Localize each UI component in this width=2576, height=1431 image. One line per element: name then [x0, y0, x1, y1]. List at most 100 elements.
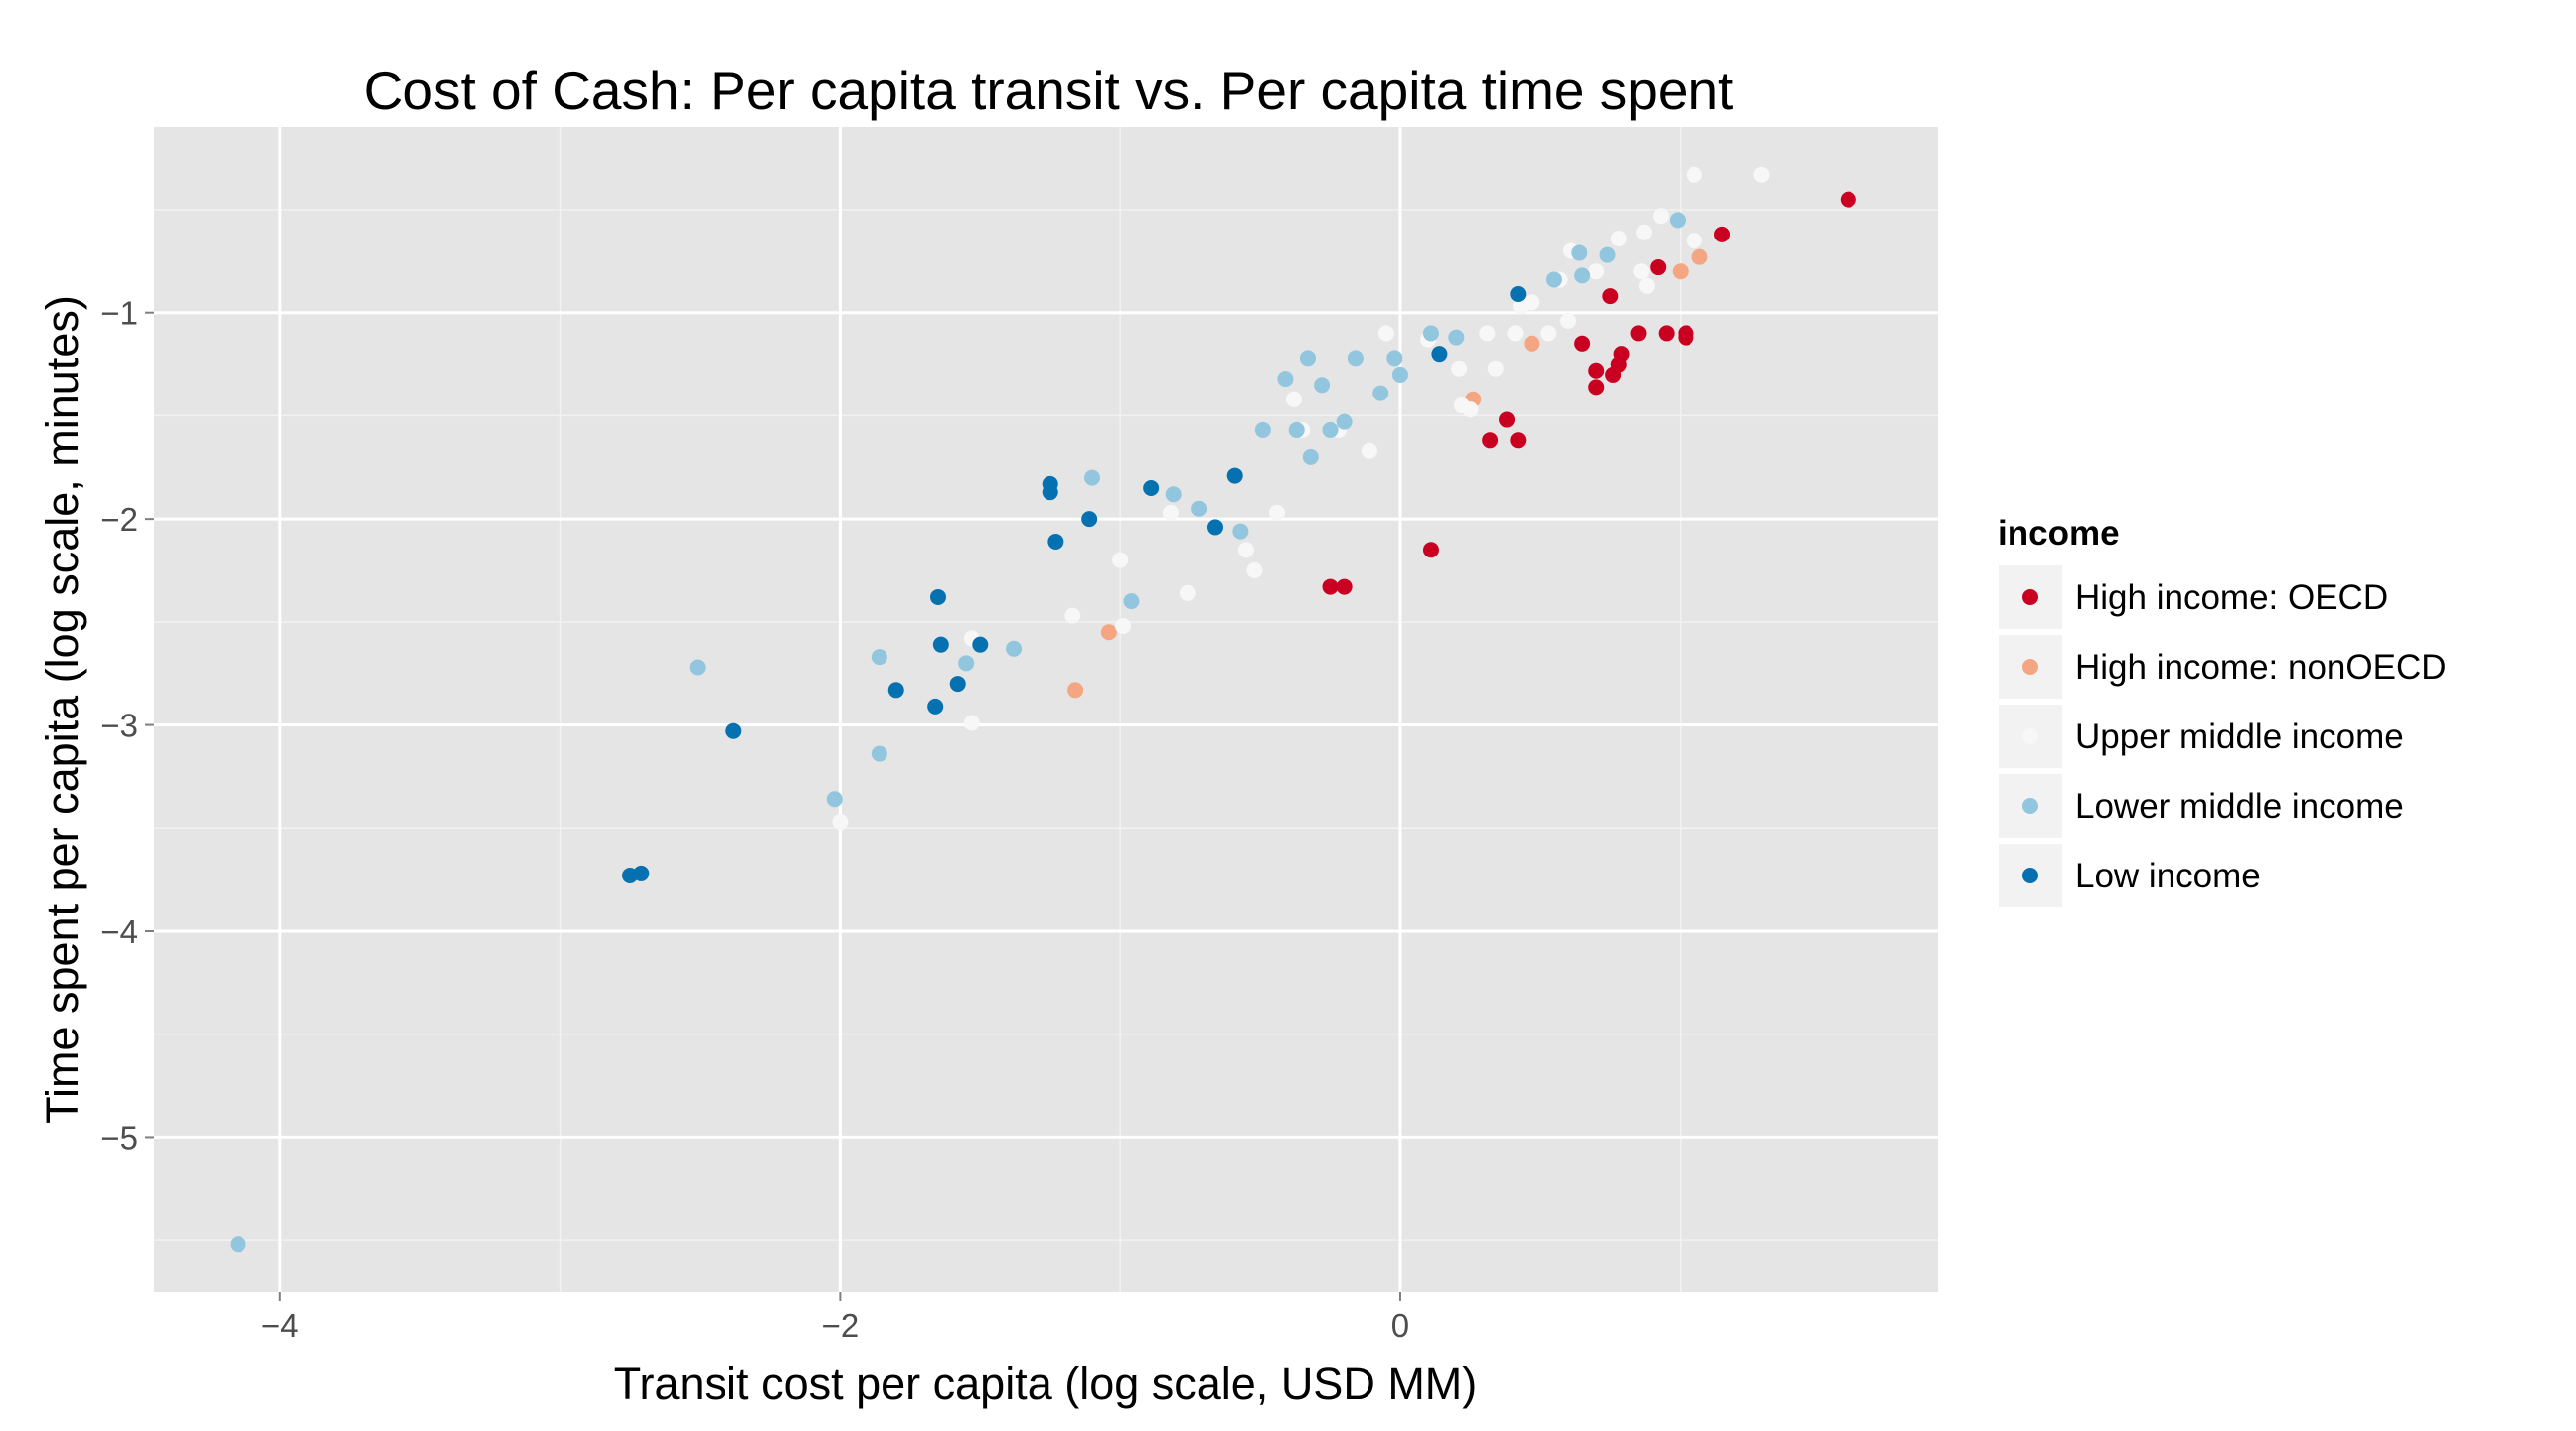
legend-entries: High income: OECD High income: nonOECD Upp…	[1997, 563, 2447, 909]
scatter-point	[1042, 484, 1058, 501]
legend-label: High income: nonOECD	[2075, 648, 2447, 687]
scatter-point	[1006, 640, 1023, 657]
legend: income High income: OECD High income: non…	[1997, 514, 2447, 909]
scatter-point	[1653, 208, 1670, 225]
scatter-point	[1431, 346, 1448, 363]
legend-key	[1997, 842, 2064, 909]
scatter-point	[1067, 682, 1084, 699]
scatter-point	[1422, 542, 1439, 558]
y-axis: −5 −4 −3 −2 −1	[100, 295, 154, 1156]
scatter-point	[1633, 263, 1650, 280]
scatter-point	[1714, 226, 1731, 242]
scatter-point	[725, 722, 742, 739]
scatter-point	[1540, 325, 1557, 342]
scatter-point	[1462, 401, 1479, 418]
scatter-point	[1100, 624, 1117, 641]
x-axis: −4 −2 0	[261, 1292, 1409, 1344]
scatter-point	[1064, 607, 1081, 624]
legend-swatch	[2022, 868, 2038, 883]
scatter-point	[1391, 366, 1408, 383]
scatter-point	[1179, 584, 1196, 601]
scatter-point	[1347, 350, 1364, 367]
scatter-point	[871, 649, 887, 666]
scatter-point	[1207, 519, 1223, 536]
scatter-point	[1083, 469, 1100, 486]
scatter-point	[887, 682, 904, 699]
scatter-point	[1479, 325, 1496, 342]
scatter-point	[1047, 533, 1064, 550]
data-points	[230, 166, 1856, 1253]
scatter-point	[1336, 413, 1353, 430]
scatter-point	[1482, 432, 1499, 449]
x-tick-label: −4	[261, 1307, 299, 1344]
plot-panel	[154, 127, 1938, 1292]
legend-item: High income: OECD	[1997, 563, 2388, 631]
scatter-point	[972, 636, 989, 653]
scatter-point	[1451, 360, 1468, 377]
y-tick-label: −4	[100, 913, 138, 950]
scatter-point	[1588, 362, 1605, 379]
scatter-point	[1112, 552, 1129, 568]
scatter-point	[1302, 448, 1319, 465]
scatter-point	[1574, 267, 1591, 284]
scatter-point	[1510, 432, 1527, 449]
scatter-point	[633, 865, 650, 881]
legend-item: Low income	[1997, 842, 2261, 909]
scatter-point	[1322, 578, 1339, 595]
scatter-point	[1254, 421, 1271, 438]
scatter-point	[1268, 504, 1285, 521]
legend-item: Upper middle income	[1997, 703, 2404, 770]
scatter-point	[1630, 325, 1647, 342]
scatter-point	[1588, 263, 1605, 280]
scatter-point	[1246, 561, 1263, 578]
scatter-point	[1377, 325, 1394, 342]
scatter-point	[1605, 366, 1622, 383]
legend-swatch	[2022, 728, 2038, 744]
legend-swatch	[2022, 589, 2038, 605]
y-tick-label: −3	[100, 708, 138, 744]
scatter-point	[958, 655, 975, 672]
legend-swatch	[2022, 659, 2038, 675]
legend-label: High income: OECD	[2075, 578, 2388, 617]
scatter-point	[1361, 442, 1377, 459]
scatter-point	[1314, 377, 1331, 394]
scatter-point	[1672, 263, 1689, 280]
scatter-point	[1288, 421, 1305, 438]
scatter-point	[1658, 325, 1675, 342]
legend-item: Lower middle income	[1997, 772, 2404, 840]
scatter-point	[1162, 504, 1179, 521]
scatter-point	[1123, 593, 1140, 610]
y-axis-title: Time spent per capita (log scale, minute…	[37, 295, 87, 1124]
scatter-point	[949, 676, 966, 693]
scatter-point	[1524, 335, 1540, 352]
scatter-point	[1638, 277, 1655, 294]
major-gridlines	[154, 127, 1938, 1292]
scatter-point	[871, 745, 887, 762]
scatter-point	[826, 791, 843, 808]
scatter-point	[1650, 259, 1667, 276]
scatter-point	[1165, 486, 1182, 503]
scatter-point	[1574, 335, 1591, 352]
scatter-point	[1285, 391, 1302, 407]
minor-gridlines	[154, 127, 1938, 1292]
legend-label: Upper middle income	[2075, 717, 2404, 756]
scatter-point	[930, 588, 947, 605]
scatter-point	[1191, 500, 1208, 517]
scatter-point	[1686, 166, 1702, 183]
scatter-point	[1232, 523, 1249, 540]
scatter-point	[1602, 288, 1619, 305]
scatter-point	[1226, 467, 1243, 484]
scatter-point	[963, 715, 980, 731]
chart-title: Cost of Cash: Per capita transit vs. Per…	[364, 60, 1734, 121]
scatter-point	[1322, 421, 1339, 438]
scatter-point	[1487, 360, 1504, 377]
scatter-point	[230, 1236, 246, 1253]
scatter-point	[1081, 511, 1098, 528]
scatter-point	[932, 636, 949, 653]
legend-label: Low income	[2075, 857, 2261, 895]
scatter-point	[1840, 191, 1856, 208]
scatter-point	[1372, 385, 1389, 401]
scatter-point	[1299, 350, 1316, 367]
scatter-point	[1237, 542, 1254, 558]
